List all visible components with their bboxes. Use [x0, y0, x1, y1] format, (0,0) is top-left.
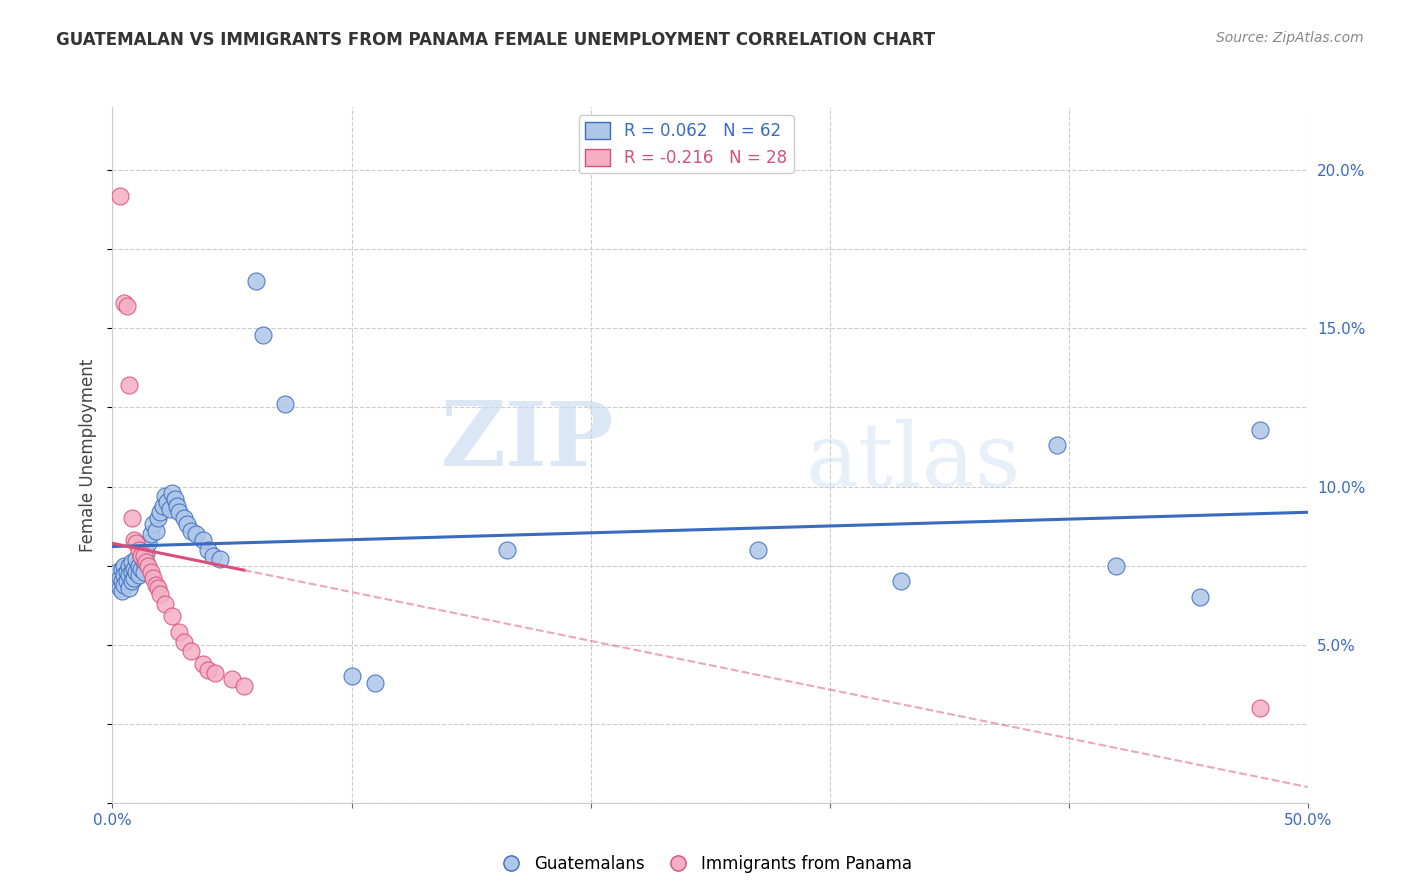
Point — [273, 397, 295, 411]
Point — [1105, 558, 1128, 573]
Text: ZIP: ZIP — [441, 398, 614, 484]
Point — [245, 274, 267, 288]
Point — [138, 536, 160, 550]
Point — [142, 517, 165, 532]
Point — [135, 546, 157, 560]
Point — [146, 511, 169, 525]
Point — [128, 558, 150, 573]
Point — [204, 666, 226, 681]
Point — [122, 533, 145, 548]
Point — [145, 577, 167, 591]
Point — [173, 511, 195, 525]
Point — [221, 673, 243, 687]
Point — [208, 552, 231, 566]
Legend: Guatemalans, Immigrants from Panama: Guatemalans, Immigrants from Panama — [488, 848, 918, 880]
Y-axis label: Female Unemployment: Female Unemployment — [79, 359, 97, 551]
Point — [122, 562, 145, 576]
Point — [163, 492, 186, 507]
Point — [118, 378, 141, 392]
Point — [121, 565, 143, 579]
Point — [121, 511, 143, 525]
Point — [108, 571, 131, 585]
Point — [156, 495, 179, 509]
Point — [747, 542, 769, 557]
Point — [115, 565, 138, 579]
Point — [169, 505, 191, 519]
Point — [232, 679, 256, 693]
Point — [125, 552, 148, 566]
Point — [129, 549, 152, 563]
Point — [145, 524, 167, 538]
Point — [496, 542, 519, 557]
Point — [114, 558, 135, 573]
Point — [115, 574, 138, 589]
Point — [128, 542, 150, 557]
Point — [114, 296, 135, 310]
Point — [114, 568, 135, 582]
Point — [105, 565, 128, 579]
Point — [364, 675, 387, 690]
Legend: R = 0.062   N = 62, R = -0.216   N = 28: R = 0.062 N = 62, R = -0.216 N = 28 — [579, 115, 793, 173]
Point — [129, 549, 152, 563]
Point — [108, 581, 131, 595]
Point — [197, 663, 219, 677]
Point — [118, 581, 141, 595]
Point — [121, 574, 143, 589]
Point — [1045, 438, 1069, 452]
Point — [153, 597, 176, 611]
Point — [118, 568, 141, 582]
Point — [1249, 701, 1271, 715]
Point — [252, 327, 274, 342]
Point — [118, 558, 141, 573]
Point — [193, 657, 215, 671]
Point — [139, 527, 162, 541]
Point — [138, 558, 160, 573]
Point — [108, 188, 131, 202]
Point — [139, 565, 162, 579]
Point — [122, 571, 145, 585]
Point — [132, 556, 155, 570]
Point — [162, 486, 183, 500]
Point — [111, 574, 134, 589]
Point — [114, 577, 135, 591]
Text: GUATEMALAN VS IMMIGRANTS FROM PANAMA FEMALE UNEMPLOYMENT CORRELATION CHART: GUATEMALAN VS IMMIGRANTS FROM PANAMA FEM… — [56, 31, 935, 49]
Point — [125, 565, 148, 579]
Point — [890, 574, 912, 589]
Point — [197, 542, 219, 557]
Point — [169, 625, 191, 640]
Point — [340, 669, 363, 683]
Point — [201, 549, 224, 563]
Point — [159, 501, 181, 516]
Point — [111, 583, 134, 598]
Point — [186, 527, 208, 541]
Point — [135, 556, 157, 570]
Text: atlas: atlas — [806, 418, 1021, 506]
Point — [180, 524, 202, 538]
Point — [128, 568, 150, 582]
Point — [152, 499, 174, 513]
Point — [132, 565, 155, 579]
Point — [1189, 591, 1212, 605]
Point — [180, 644, 202, 658]
Point — [153, 489, 176, 503]
Point — [166, 499, 188, 513]
Point — [162, 609, 183, 624]
Point — [149, 587, 172, 601]
Point — [115, 299, 138, 313]
Point — [125, 536, 148, 550]
Point — [142, 571, 165, 585]
Point — [111, 562, 134, 576]
Point — [129, 562, 152, 576]
Point — [193, 533, 215, 548]
Point — [132, 549, 155, 563]
Point — [121, 556, 143, 570]
Point — [146, 581, 169, 595]
Point — [173, 634, 195, 648]
Point — [149, 505, 172, 519]
Point — [176, 517, 198, 532]
Text: Source: ZipAtlas.com: Source: ZipAtlas.com — [1216, 31, 1364, 45]
Point — [1249, 423, 1271, 437]
